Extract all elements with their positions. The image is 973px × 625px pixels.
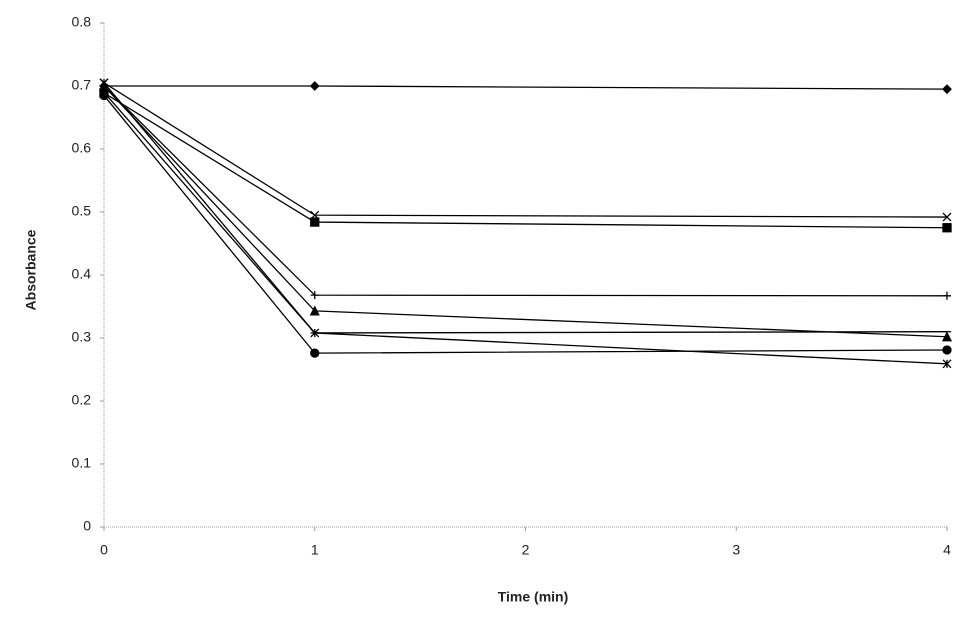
marker xyxy=(942,212,952,222)
y-tick-label: 0.2 xyxy=(72,392,92,408)
series-line xyxy=(103,85,948,297)
marker xyxy=(941,331,953,342)
y-tick-label: 0.3 xyxy=(72,329,92,345)
y-tick-label: 0.4 xyxy=(72,266,92,282)
marker xyxy=(942,345,952,355)
y-tick-label: 0.5 xyxy=(72,203,92,219)
x-tick-label: 1 xyxy=(311,542,319,558)
marker xyxy=(99,78,109,88)
y-axis-label: Absorbance xyxy=(23,229,39,310)
marker xyxy=(942,84,952,95)
marker xyxy=(309,305,320,316)
marker xyxy=(942,359,952,369)
series-line xyxy=(104,85,948,90)
marker xyxy=(310,291,319,300)
marker xyxy=(99,90,109,101)
x-tick-label: 2 xyxy=(522,542,530,558)
marker xyxy=(942,223,952,233)
x-axis-label: Time (min) xyxy=(498,589,569,605)
y-tick-label: 0.1 xyxy=(72,455,92,471)
y-tick-label: 0.7 xyxy=(72,77,92,93)
y-tick-label: 0.6 xyxy=(72,140,92,156)
series-line xyxy=(103,82,948,218)
x-tick-label: 3 xyxy=(732,542,740,558)
marker xyxy=(310,348,320,358)
marker xyxy=(310,217,320,227)
x-tick-label: 0 xyxy=(100,542,108,558)
series-line xyxy=(103,91,948,334)
marker xyxy=(309,81,320,91)
y-tick-label: 0 xyxy=(83,518,91,534)
x-tick-label: 4 xyxy=(943,542,951,558)
marker xyxy=(943,291,951,300)
series-line xyxy=(103,92,948,229)
y-tick-label: 0.8 xyxy=(72,14,92,30)
